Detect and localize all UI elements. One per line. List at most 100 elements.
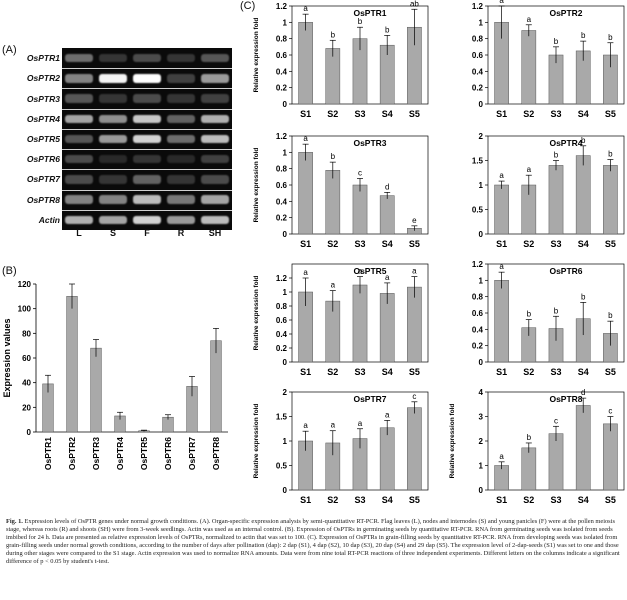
y-tick-label: 0.5 [472,206,484,215]
y-tick-label: 0.6 [276,181,288,190]
y-tick-label: 0 [27,428,32,437]
y-axis-label: Relative expression fold [253,148,260,223]
y-axis-label: Relative expression fold [449,404,456,479]
gel-band [167,195,195,204]
x-tick-label: OsPTR3 [91,437,101,470]
gel-gene-label: OsPTR4 [26,113,60,124]
panel-label-a: (A) [2,44,17,56]
y-tick-label: 4 [479,388,484,397]
gel-band [65,154,93,164]
significance-letter: a [499,0,504,5]
y-tick-label: 0.2 [276,214,288,223]
gel-gene-label: OsPTR3 [26,93,60,104]
gel-gene-label: OsPTR5 [26,134,60,144]
x-tick-label: OsPTR1 [43,437,53,470]
x-tick-label: S3 [550,239,561,249]
y-tick-label: 0 [283,358,288,367]
y-tick-label: 0.2 [472,84,484,93]
bar [66,296,78,433]
y-tick-label: 0.6 [472,51,484,60]
gel-image [62,48,232,230]
x-tick-label: S2 [327,495,338,505]
y-tick-label: 0.6 [472,309,484,318]
gel-band [99,114,127,123]
gel-row-separator [62,169,232,171]
y-tick-label: 0.4 [276,330,288,339]
x-tick-label: S5 [409,367,420,377]
y-tick-label: 1.2 [472,260,484,269]
significance-letter: a [358,267,363,276]
y-axis-label: Expression values [2,318,12,397]
y-tick-label: 0.4 [276,67,288,76]
gel-gene-label: Actin [38,214,60,225]
x-tick-label: OsPTR5 [139,437,149,470]
gel-gene-label: OsPTR7 [26,174,60,185]
bar [407,407,422,491]
significance-letter: a [303,134,308,143]
x-tick-label: S4 [578,367,589,377]
panel-label-c: (C) [240,0,256,12]
significance-letter: b [527,433,532,442]
gel-band [167,175,195,184]
y-tick-label: 1 [283,18,288,27]
x-tick-label: OsPTR8 [211,437,221,470]
gel-row-separator [62,68,232,70]
chart-title: OsPTR4 [549,138,582,148]
x-tick-label: S2 [523,109,534,119]
bar [548,165,564,235]
gel-lane-label: F [144,228,150,238]
significance-letter: a [499,171,504,180]
gel-row-separator [62,128,232,130]
x-tick-label: S3 [354,109,365,119]
gel-band [167,114,195,123]
y-tick-label: 0.8 [472,35,484,44]
bar [379,195,395,235]
x-tick-label: S1 [496,239,507,249]
significance-letter: c [608,407,612,416]
bar [575,155,591,235]
chart-title: OsPTR1 [353,8,386,18]
gel-band [133,134,161,144]
x-tick-label: OsPTR7 [187,437,197,470]
bar [407,286,422,363]
y-tick-label: 0.8 [276,165,288,174]
gel-band [167,134,195,144]
significance-letter: a [331,421,336,430]
x-tick-label: S4 [578,495,589,505]
gel-row-separator [62,108,232,110]
y-tick-label: 2 [283,388,288,397]
x-tick-label: S4 [578,109,589,119]
gel-band [201,195,229,204]
y-tick-label: 120 [18,280,32,289]
x-tick-label: S2 [523,239,534,249]
significance-letter: b [554,306,559,315]
x-tick-label: S4 [382,239,393,249]
x-tick-label: S2 [327,239,338,249]
x-tick-label: S2 [327,367,338,377]
significance-letter: b [385,25,390,34]
y-tick-label: 1 [479,18,484,27]
significance-letter: b [554,151,559,160]
gel-band [65,94,93,103]
gel-band [167,215,195,225]
y-tick-label: 0.2 [276,344,288,353]
y-tick-label: 0 [479,486,484,495]
caption-text: Expression levels of OsPTR genes under n… [6,518,620,566]
gel-row-separator [62,149,232,151]
y-tick-label: 0 [479,358,484,367]
y-tick-label: 0.2 [276,84,288,93]
significance-letter: c [358,168,362,177]
bar [352,284,368,363]
bar [298,152,313,235]
y-tick-label: 100 [18,305,32,314]
significance-letter: a [303,421,308,430]
gel-band [167,154,195,164]
y-tick-label: 1 [479,462,484,471]
bar [210,340,222,433]
x-tick-label: S5 [605,239,616,249]
y-tick-label: 0 [479,230,484,239]
y-tick-label: 0.6 [276,316,288,325]
gel-band [133,94,161,103]
gel-band [99,195,127,204]
y-axis-label: Relative expression fold [253,18,260,93]
